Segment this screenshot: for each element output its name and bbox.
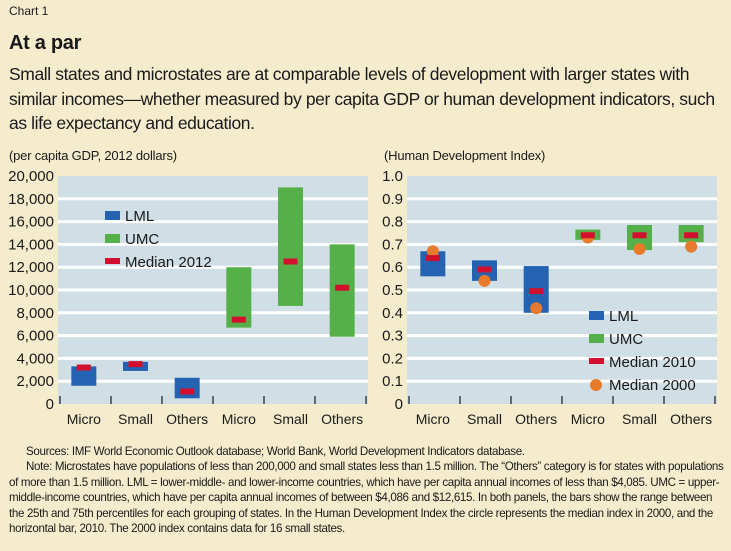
legend-umc-swatch (105, 234, 120, 243)
median-bar (425, 255, 440, 262)
legend-umc-label: UMC (125, 231, 159, 248)
x-category-label: Micro (416, 411, 450, 427)
chart-number-label: Chart 1 (9, 4, 49, 18)
legend-median-swatch (105, 258, 120, 264)
gdp-panel: 0 2,000 4,000 6,000 8,000 10,000 12,000 14,000 1… (8, 168, 368, 427)
y-tick-label: 10,000 (8, 282, 54, 299)
legend-median2000-label: Median 2000 (609, 377, 696, 394)
median-bar (529, 288, 544, 295)
median-bar (580, 232, 595, 239)
x-category-label: Others (515, 411, 557, 427)
y-tick-label: 0.7 (382, 236, 403, 253)
x-category-label: Micro (222, 411, 256, 427)
legend-lml-swatch (589, 311, 604, 320)
median-bar (477, 266, 492, 273)
y-tick-label: 0.8 (382, 214, 403, 231)
footnote: Sources: IMF World Economic Outlook data… (9, 444, 725, 536)
median-bar (632, 232, 647, 239)
median-bar (335, 284, 350, 291)
y-tick-label: 0.3 (382, 328, 403, 345)
x-category-label: Others (670, 411, 712, 427)
legend-umc-swatch (589, 334, 604, 343)
median-2000-dot (633, 242, 646, 255)
y-tick-label: 0 (395, 396, 403, 413)
median-2000-dot (478, 274, 491, 287)
y-tick-label: 0.1 (382, 373, 403, 390)
y-tick-label: 2,000 (16, 373, 54, 390)
y-tick-label: 12,000 (8, 259, 54, 276)
legend-lml-swatch (105, 211, 120, 220)
chart-subtitle: Small states and microstates are at comp… (9, 64, 715, 133)
median-bar (684, 232, 699, 239)
y-tick-label: 14,000 (8, 236, 54, 253)
y-tick-label: 4,000 (16, 350, 54, 367)
y-tick-label: 20,000 (8, 168, 54, 185)
legend-lml-label: LML (125, 208, 154, 225)
lml-range-bar (71, 366, 97, 386)
y-tick-label: 8,000 (16, 305, 54, 322)
left-panel-unit-label: (per capita GDP, 2012 dollars) (9, 148, 177, 163)
median-bar (76, 364, 91, 371)
y-tick-label: 0.6 (382, 259, 403, 276)
y-tick-label: 0.2 (382, 350, 403, 367)
x-category-label: Small (467, 411, 502, 427)
chart-title: At a par (9, 32, 82, 54)
y-tick-label: 18,000 (8, 191, 54, 208)
lml-range-bar (174, 377, 200, 399)
x-category-label: Micro (67, 411, 101, 427)
footnote-sources: Sources: IMF World Economic Outlook data… (26, 445, 525, 458)
median-bar (231, 316, 246, 323)
median-bar (128, 361, 143, 368)
median-2000-dot (426, 245, 439, 258)
x-category-label: Micro (571, 411, 605, 427)
y-tick-label: 0.9 (382, 191, 403, 208)
median-2000-dot (685, 240, 698, 253)
x-category-label: Others (321, 411, 363, 427)
legend-median-label: Median 2010 (609, 354, 696, 371)
legend-lml-label: LML (609, 308, 638, 325)
hdi-panel: 0 0.1 0.2 0.3 0.4 0.5 0.6 0.7 0.8 0.9 1.0 Micro Smal… (382, 168, 717, 427)
median-bar (180, 388, 195, 395)
y-tick-label: 0.4 (382, 305, 403, 322)
x-category-label: Small (118, 411, 153, 427)
median-2000-dot (530, 302, 543, 315)
x-category-label: Small (622, 411, 657, 427)
x-category-label: Others (166, 411, 208, 427)
legend-median-label: Median 2012 (125, 254, 212, 271)
footnote-note: Note: Microstates have populations of le… (9, 460, 724, 536)
y-tick-label: 16,000 (8, 214, 54, 231)
y-tick-label: 0 (46, 396, 54, 413)
y-tick-label: 1.0 (382, 168, 403, 185)
legend-median-2000-swatch (590, 379, 602, 391)
legend-median-swatch (589, 358, 604, 364)
umc-range-bar (278, 187, 303, 306)
right-panel-unit-label: (Human Development Index) (384, 148, 546, 163)
y-tick-label: 0.5 (382, 282, 403, 299)
x-category-label: Small (273, 411, 308, 427)
legend-umc-label: UMC (609, 331, 643, 348)
median-bar (283, 258, 298, 265)
y-tick-label: 6,000 (16, 328, 54, 345)
